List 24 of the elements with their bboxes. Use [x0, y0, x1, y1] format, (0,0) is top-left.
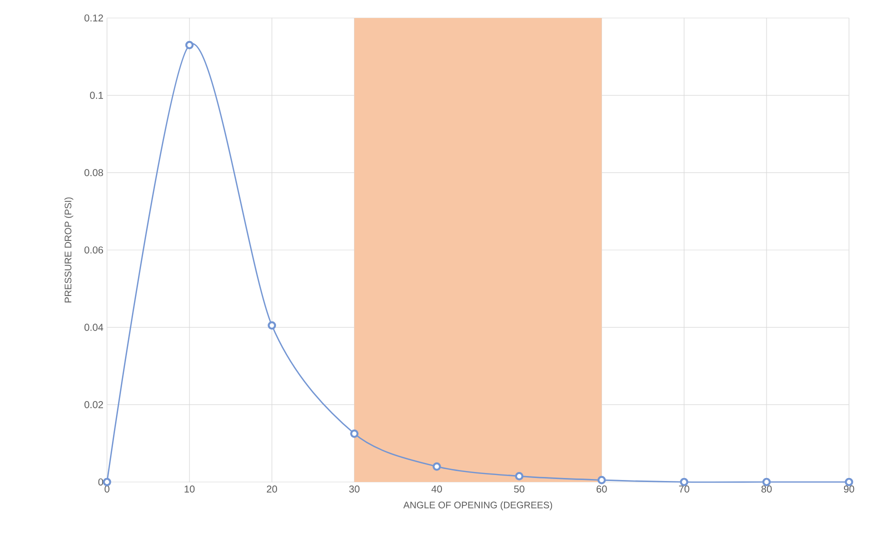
y-tick-label: 0.02 — [84, 401, 103, 408]
x-tick-label: 60 — [596, 486, 607, 493]
x-tick-label: 20 — [266, 486, 278, 493]
y-axis-title: PRESSURE DROP (PSI) — [64, 197, 74, 302]
x-tick-label: 70 — [679, 486, 690, 493]
point — [515, 472, 524, 480]
y-tick-label: 0.06 — [84, 246, 104, 254]
x-tick-label: 90 — [844, 486, 854, 493]
point — [185, 40, 194, 50]
y-tick-label: 0 — [98, 478, 104, 486]
x-tick-label: 30 — [349, 486, 360, 493]
point — [597, 476, 606, 484]
x-tick-label: 80 — [761, 486, 772, 493]
y-tick-label: 0.04 — [84, 324, 104, 331]
y-tick-label: 0.12 — [84, 14, 103, 22]
point — [432, 462, 441, 471]
y-tick-label: 0.08 — [84, 169, 104, 176]
x-tick-label: 10 — [184, 486, 195, 493]
point — [350, 429, 359, 438]
y-tick-label: 0.1 — [90, 92, 103, 99]
x-tick-label: 40 — [431, 486, 442, 493]
point — [268, 321, 276, 330]
x-axis-title: ANGLE OF OPENING (DEGREES) — [403, 501, 552, 510]
x-tick-label: 50 — [514, 486, 524, 493]
